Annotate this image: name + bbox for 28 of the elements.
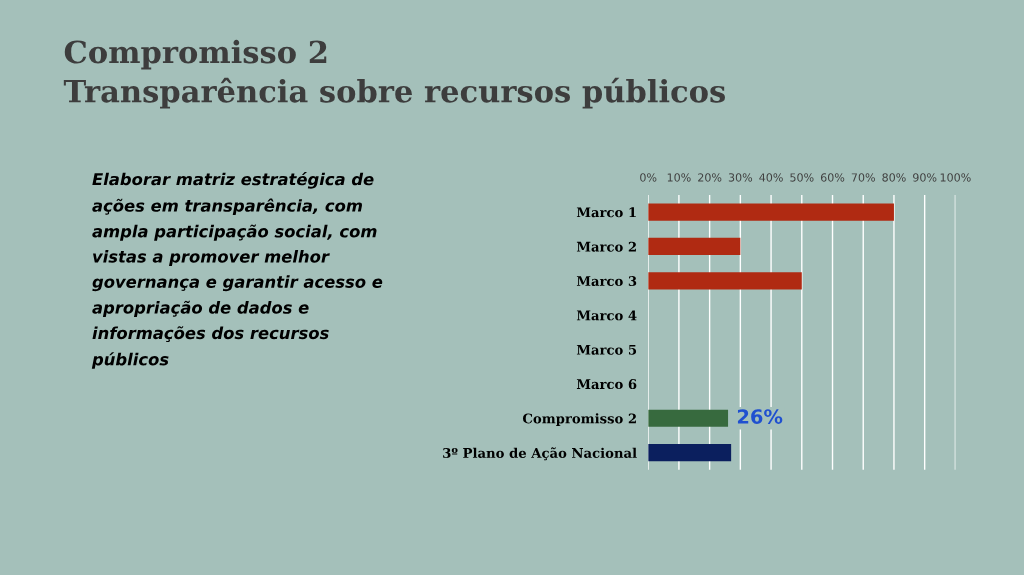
bar — [648, 203, 894, 221]
y-tick-label: Marco 6 — [576, 379, 637, 390]
x-tick-label: 80% — [882, 173, 906, 182]
x-tick-label: 20% — [698, 173, 722, 182]
data-label: 26% — [737, 409, 783, 424]
y-tick-label: Marco 4 — [576, 310, 637, 321]
bar — [648, 237, 741, 256]
x-tick-label: 100% — [940, 173, 971, 182]
x-tick-label: 40% — [759, 173, 783, 182]
x-tick-label: 0% — [640, 173, 657, 182]
x-tick-label: 90% — [913, 173, 937, 182]
x-tick-label: 60% — [820, 173, 845, 182]
bar — [648, 272, 802, 290]
text: Transparência sobre recursos públicos — [63, 77, 725, 109]
y-tick-label: Marco 2 — [576, 241, 636, 252]
y-tick-label: Marco 1 — [576, 207, 636, 218]
text: Elaborar matriz estratégica de ações em transparência, com ampla participação social, com vistas a promover melhor governança e garantir acesso e apropriação de dados e informações dos recursos públicos — [91, 172, 383, 369]
x-tick-label: 30% — [728, 173, 753, 182]
x-tick-label: 70% — [851, 173, 875, 182]
bar — [648, 409, 729, 427]
x-tick-label: 10% — [667, 173, 691, 182]
x-tick-label: 50% — [790, 173, 814, 182]
y-tick-label: Compromisso 2 — [522, 413, 636, 426]
bar — [648, 444, 732, 462]
y-tick-label: 3º Plano de Ação Nacional — [443, 447, 637, 461]
y-tick-label: Marco 5 — [576, 344, 637, 355]
y-tick-label: Marco 3 — [576, 276, 637, 287]
text: Compromisso 2 — [64, 39, 327, 70]
